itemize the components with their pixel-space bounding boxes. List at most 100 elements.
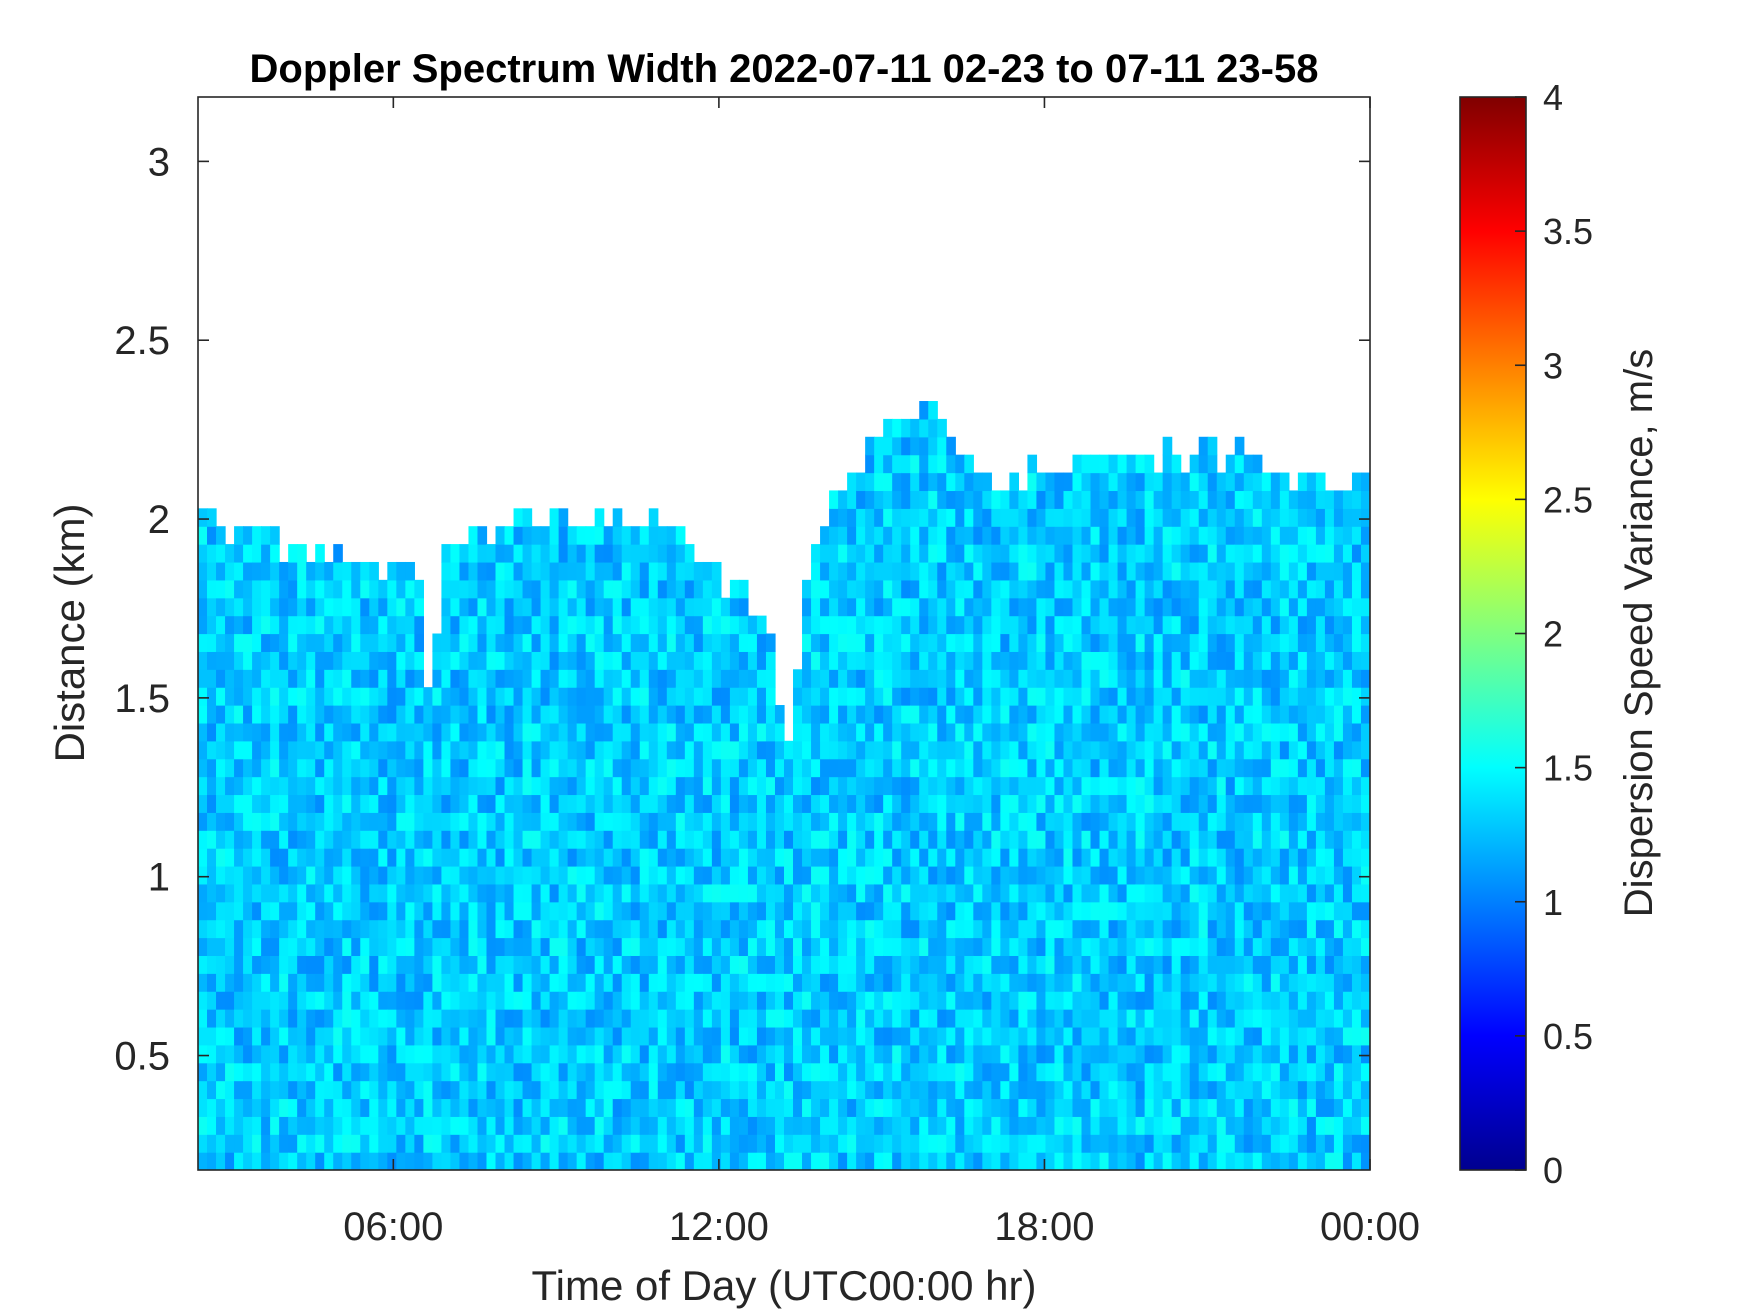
- heatmap-cell: [432, 848, 443, 867]
- heatmap-cell: [216, 561, 226, 581]
- heatmap-cell: [531, 955, 542, 974]
- heatmap-cell: [450, 865, 461, 885]
- heatmap-cell: [1117, 937, 1128, 956]
- heatmap-cell: [811, 544, 821, 563]
- heatmap-cell: [1189, 508, 1200, 527]
- heatmap-cell: [603, 812, 614, 831]
- heatmap-cell: [964, 544, 974, 563]
- heatmap-cell: [865, 1062, 875, 1082]
- heatmap-cell: [666, 1009, 677, 1028]
- heatmap-cell: [549, 722, 560, 742]
- heatmap-cell: [369, 883, 379, 903]
- heatmap-cell: [297, 579, 307, 599]
- heatmap-cell: [928, 1080, 938, 1100]
- heatmap-cell: [1315, 544, 1326, 563]
- heatmap-cell: [207, 848, 217, 867]
- heatmap-cell: [1324, 1134, 1335, 1153]
- heatmap-cell: [567, 848, 578, 867]
- heatmap-cell: [549, 883, 560, 903]
- heatmap-cell: [756, 758, 767, 778]
- heatmap-cell: [1288, 526, 1299, 545]
- heatmap-cell: [720, 1080, 731, 1100]
- heatmap-cell: [1216, 955, 1227, 974]
- heatmap-cell: [1099, 794, 1110, 813]
- heatmap-cell: [1252, 919, 1263, 939]
- heatmap-cell: [802, 1026, 812, 1046]
- heatmap-cell: [522, 561, 533, 581]
- heatmap-cell: [1144, 508, 1155, 527]
- heatmap-cell: [504, 865, 515, 885]
- heatmap-cell: [919, 794, 929, 813]
- heatmap-cell: [603, 579, 614, 599]
- heatmap-cell: [657, 1009, 668, 1028]
- heatmap-cell: [747, 1044, 758, 1064]
- heatmap-cell: [1189, 651, 1200, 670]
- heatmap-cell: [549, 705, 560, 724]
- heatmap-cell: [315, 633, 325, 652]
- heatmap-cell: [883, 740, 893, 760]
- heatmap-cell: [1288, 740, 1299, 760]
- heatmap-cell: [1279, 1134, 1290, 1153]
- heatmap-cell: [1117, 526, 1128, 545]
- heatmap-cell: [1225, 1044, 1236, 1064]
- heatmap-cell: [396, 919, 406, 939]
- heatmap-cell: [279, 1116, 289, 1135]
- heatmap-cell: [838, 973, 848, 992]
- heatmap-cell: [1045, 991, 1056, 1010]
- heatmap-cell: [666, 1026, 677, 1046]
- heatmap-cell: [937, 901, 947, 921]
- heatmap-cell: [874, 1044, 884, 1064]
- heatmap-cell: [1063, 955, 1074, 974]
- heatmap-cell: [216, 1098, 226, 1117]
- heatmap-cell: [486, 669, 497, 688]
- heatmap-cell: [883, 901, 893, 921]
- heatmap-cell: [378, 705, 388, 724]
- heatmap-cell: [648, 597, 659, 617]
- heatmap-cell: [747, 633, 758, 652]
- heatmap-cell: [540, 722, 551, 742]
- heatmap-cell: [865, 561, 875, 581]
- heatmap-cell: [892, 812, 902, 831]
- heatmap-cell: [774, 1044, 785, 1064]
- heatmap-cell: [991, 544, 1001, 563]
- heatmap-cell: [1009, 1044, 1019, 1064]
- heatmap-cell: [468, 919, 479, 939]
- heatmap-cell: [1108, 1026, 1119, 1046]
- heatmap-cell: [531, 526, 542, 545]
- heatmap-cell: [802, 597, 812, 617]
- heatmap-cell: [1225, 705, 1236, 724]
- heatmap-cell: [928, 991, 938, 1010]
- heatmap-cell: [928, 973, 938, 992]
- heatmap-cell: [297, 776, 307, 796]
- heatmap-cell: [1243, 1116, 1254, 1135]
- heatmap-cell: [765, 705, 776, 724]
- heatmap-cell: [441, 848, 452, 867]
- heatmap-cell: [333, 830, 343, 849]
- heatmap-cell: [387, 1062, 397, 1082]
- heatmap-cell: [1360, 991, 1370, 1010]
- heatmap-cell: [1324, 901, 1335, 921]
- heatmap-cell: [1027, 758, 1038, 778]
- heatmap-cell: [955, 1098, 965, 1117]
- heatmap-cell: [901, 615, 911, 635]
- heatmap-cell: [856, 508, 866, 527]
- heatmap-cell: [684, 597, 695, 617]
- heatmap-cell: [234, 883, 244, 903]
- heatmap-cell: [1189, 490, 1200, 509]
- heatmap-cell: [1144, 1062, 1155, 1082]
- heatmap-cell: [1090, 776, 1101, 796]
- heatmap-cell: [468, 937, 479, 956]
- heatmap-cell: [1279, 937, 1290, 956]
- heatmap-cell: [216, 937, 226, 956]
- heatmap-cell: [865, 508, 875, 527]
- heatmap-cell: [756, 848, 767, 867]
- heatmap-cell: [1234, 1152, 1245, 1170]
- heatmap-cell: [1000, 973, 1010, 992]
- heatmap-cell: [1018, 776, 1029, 796]
- heatmap-cell: [1252, 687, 1263, 706]
- heatmap-cell: [802, 991, 812, 1010]
- heatmap-cell: [1009, 955, 1019, 974]
- heatmap-cell: [711, 1134, 722, 1153]
- heatmap-cell: [1000, 633, 1010, 652]
- heatmap-cell: [820, 830, 830, 849]
